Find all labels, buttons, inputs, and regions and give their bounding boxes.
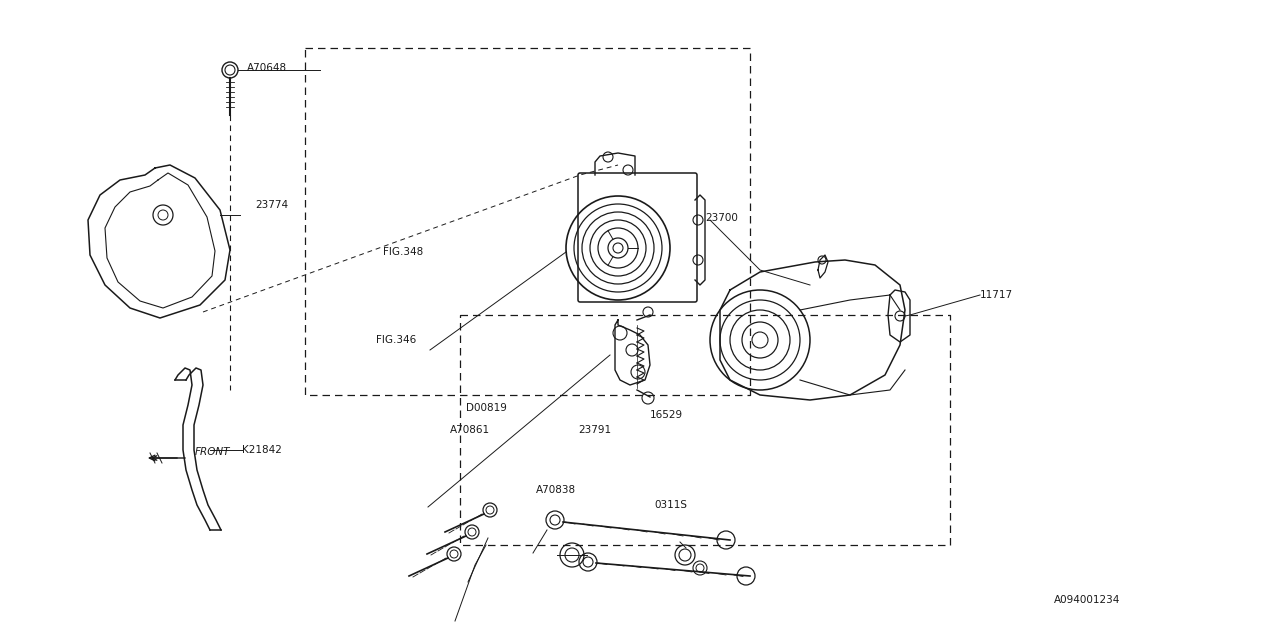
Text: 23774: 23774 xyxy=(255,200,288,210)
Text: K21842: K21842 xyxy=(242,445,282,455)
Text: FIG.346: FIG.346 xyxy=(376,335,416,345)
Text: FIG.348: FIG.348 xyxy=(383,247,424,257)
Text: D00819: D00819 xyxy=(466,403,507,413)
Text: 11717: 11717 xyxy=(980,290,1014,300)
Text: 0311S: 0311S xyxy=(654,500,687,510)
Text: A094001234: A094001234 xyxy=(1053,595,1120,605)
Text: 23791: 23791 xyxy=(579,425,611,435)
Text: FRONT: FRONT xyxy=(195,447,230,457)
Text: 16529: 16529 xyxy=(650,410,684,420)
Text: A70648: A70648 xyxy=(247,63,287,73)
Text: 23700: 23700 xyxy=(705,213,737,223)
Text: A70861: A70861 xyxy=(451,425,490,435)
Text: A70838: A70838 xyxy=(536,485,576,495)
